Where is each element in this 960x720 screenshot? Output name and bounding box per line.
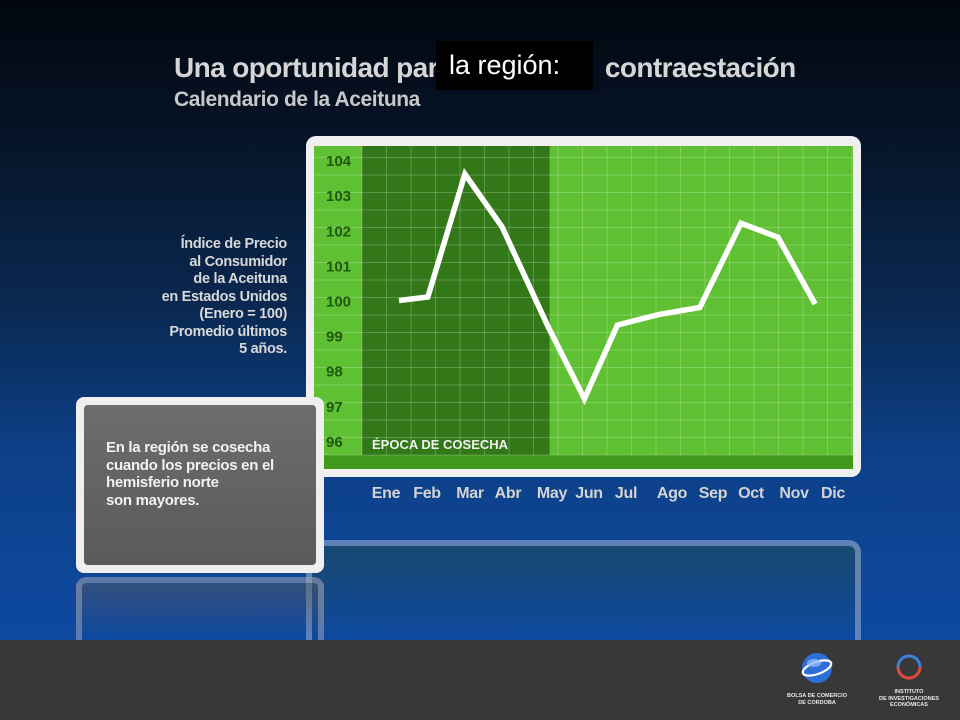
y-tick-label: 98 [326, 364, 343, 381]
x-tick-label: Ene [371, 485, 401, 502]
x-tick-label: Jun [575, 485, 603, 502]
y-tick-label: 96 [326, 434, 343, 451]
title-left: Una oportunidad para [174, 52, 454, 83]
note-reflection [76, 577, 324, 640]
y-axis-label-line: (Enero = 100) [199, 306, 287, 322]
note-text: En la región se cosecha cuando los preci… [84, 405, 316, 565]
footer-bar [0, 640, 960, 720]
note-line: cuando los precios en el [106, 456, 274, 474]
y-axis-label-line: Índice de Precio [180, 236, 288, 252]
series-line [398, 167, 818, 406]
logo-left-text: BOLSA DE COMERCIO DE CORDOBA [778, 693, 856, 706]
x-tick-label: Oct [738, 485, 764, 502]
page-subtitle: Calendario de la Aceituna [174, 88, 420, 111]
logo-left-line: DE CORDOBA [798, 699, 836, 706]
note-line: hemisferio norte [106, 474, 219, 491]
logo-right-text: INSTITUTO DE INVESTIGACIONES ECONÓMICAS [877, 689, 941, 709]
y-tick-label: 100 [326, 294, 351, 311]
globe-icon [801, 653, 833, 683]
logo-left-line: BOLSA DE COMERCIO [787, 693, 847, 699]
x-tick-label: Abr [494, 485, 522, 502]
y-tick-label: 103 [326, 188, 351, 205]
harvest-label: ÉPOCA DE COSECHA [372, 437, 509, 452]
x-tick-label: Ago [656, 485, 688, 502]
ring-icon [896, 654, 922, 680]
y-tick-label: 104 [326, 153, 352, 170]
y-axis-label: Índice de Precio al Consumidor de la Ace… [97, 236, 288, 359]
y-tick-label: 101 [326, 258, 351, 275]
chart-reflection [306, 540, 861, 640]
logo-right-line: ECONÓMICAS [890, 702, 928, 708]
y-tick-label: 102 [326, 223, 351, 240]
line-chart: 96 97 98 99 100 101 102 103 104 ÉPOCA DE COSECHA [314, 146, 853, 469]
title-highlight: la región: [436, 41, 593, 90]
logo-bolsa-comercio: BOLSA DE COMERCIO DE CORDOBA [778, 651, 856, 706]
y-axis-label-line: al Consumidor [189, 253, 287, 270]
y-tick-label: 97 [326, 399, 343, 416]
y-tick-label: 99 [326, 329, 343, 346]
note-line: En la región se cosecha [106, 439, 271, 456]
plot-bottom-strip [314, 455, 853, 469]
note-box: En la región se cosecha cuando los preci… [76, 397, 324, 573]
x-tick-label: Mar [456, 485, 484, 502]
logo-right-line: INSTITUTO [894, 689, 924, 695]
y-axis-label-line: de la Aceituna [193, 271, 287, 287]
page-title: Una oportunidad para contraestación [174, 52, 796, 84]
y-axis-label-line: 5 años. [239, 341, 287, 357]
title-right: contraestación [604, 52, 796, 83]
y-axis-label-line: en Estados Unidos [161, 288, 288, 305]
x-tick-label: Jul [614, 485, 638, 502]
y-axis-label-line: Promedio últimos [169, 323, 287, 340]
x-tick-label: Sep [698, 485, 728, 502]
x-tick-label: Nov [779, 485, 809, 502]
logo-right-line: DE INVESTIGACIONES [879, 695, 939, 702]
logo-instituto: INSTITUTO DE INVESTIGACIONES ECONÓMICAS [877, 653, 941, 709]
note-line: son mayores. [106, 491, 200, 509]
x-tick-label: Feb [413, 485, 441, 502]
x-tick-label: May [536, 485, 568, 502]
x-tick-label: Dic [821, 485, 845, 502]
